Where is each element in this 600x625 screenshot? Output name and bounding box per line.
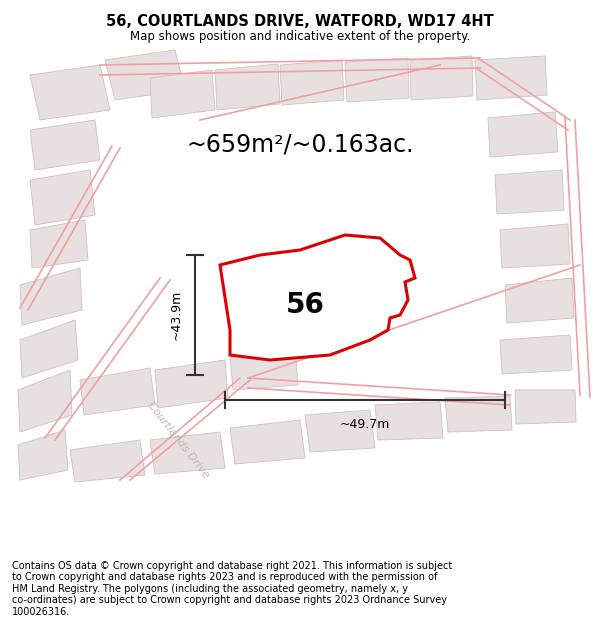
Text: ~49.7m: ~49.7m <box>340 418 390 431</box>
Text: Map shows position and indicative extent of the property.: Map shows position and indicative extent… <box>130 30 470 43</box>
Polygon shape <box>30 120 100 170</box>
Polygon shape <box>445 396 512 432</box>
Polygon shape <box>375 402 443 440</box>
Polygon shape <box>475 56 547 100</box>
Polygon shape <box>500 335 572 374</box>
Polygon shape <box>150 432 225 474</box>
Polygon shape <box>230 348 298 390</box>
Polygon shape <box>70 440 145 482</box>
Polygon shape <box>18 430 68 480</box>
Polygon shape <box>500 224 570 268</box>
Polygon shape <box>495 170 564 214</box>
Polygon shape <box>410 56 473 100</box>
Polygon shape <box>105 50 185 100</box>
Polygon shape <box>20 268 82 325</box>
Text: Courtlands Drive: Courtlands Drive <box>145 400 211 480</box>
Polygon shape <box>30 170 95 225</box>
Text: ~659m²/~0.163ac.: ~659m²/~0.163ac. <box>186 133 414 157</box>
Polygon shape <box>345 58 409 102</box>
Polygon shape <box>20 320 78 378</box>
Polygon shape <box>80 368 155 415</box>
Polygon shape <box>30 220 88 268</box>
Polygon shape <box>18 370 72 432</box>
Text: 56, COURTLANDS DRIVE, WATFORD, WD17 4HT: 56, COURTLANDS DRIVE, WATFORD, WD17 4HT <box>106 14 494 29</box>
Polygon shape <box>220 235 415 360</box>
Polygon shape <box>305 410 375 452</box>
Polygon shape <box>155 360 228 408</box>
Polygon shape <box>215 64 280 110</box>
Polygon shape <box>230 420 305 464</box>
Polygon shape <box>150 70 215 118</box>
Text: Contains OS data © Crown copyright and database right 2021. This information is : Contains OS data © Crown copyright and d… <box>12 561 452 617</box>
Polygon shape <box>30 65 110 120</box>
Polygon shape <box>280 60 344 105</box>
Text: 56: 56 <box>286 291 325 319</box>
Polygon shape <box>505 278 574 323</box>
Polygon shape <box>515 390 576 424</box>
Text: ~43.9m: ~43.9m <box>170 290 183 340</box>
Polygon shape <box>488 112 558 157</box>
